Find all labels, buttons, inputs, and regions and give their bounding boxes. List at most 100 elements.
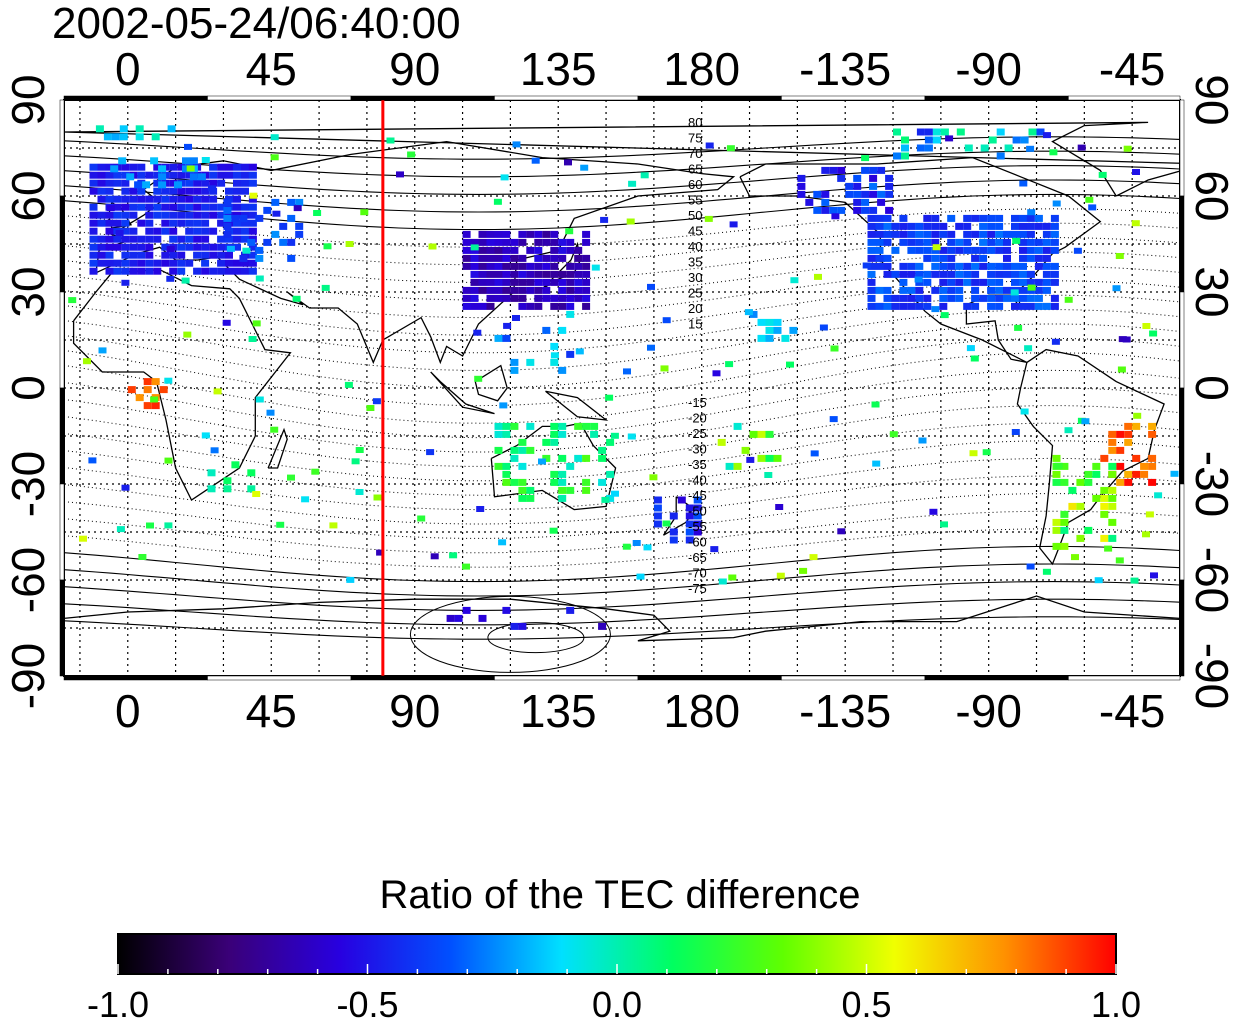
tec-data-pixel: [542, 286, 551, 294]
tec-data-pixel: [582, 478, 591, 486]
tec-data-pixel: [861, 166, 870, 174]
tec-data-pixel: [1094, 577, 1103, 584]
tec-data-pixel: [901, 152, 909, 160]
tec-data-pixel: [1019, 222, 1027, 230]
tec-data-pixel: [510, 622, 519, 630]
tec-data-pixel: [1014, 324, 1023, 331]
tec-data-pixel: [248, 336, 257, 342]
tec-data-pixel: [956, 128, 965, 136]
tec-data-pixel: [883, 238, 892, 246]
tec-data-pixel: [1034, 278, 1043, 286]
tec-data-pixel: [1170, 470, 1179, 477]
tec-data-pixel: [209, 171, 218, 179]
tec-data-pixel: [129, 267, 138, 275]
frame-tick-bar: [1179, 291, 1185, 389]
tec-data-pixel: [1042, 286, 1051, 294]
tec-data-pixel: [510, 286, 519, 294]
tec-data-pixel: [177, 203, 186, 211]
tec-data-pixel: [899, 294, 908, 302]
tec-data-pixel: [653, 504, 662, 512]
tec-data-pixel: [1011, 230, 1019, 238]
tec-data-pixel: [1130, 577, 1139, 584]
tec-data-pixel: [814, 273, 822, 280]
tec-data-pixel: [1012, 237, 1021, 244]
tec-data-pixel: [105, 267, 114, 275]
x-tick-bottom: 135: [519, 685, 597, 737]
tec-data-pixel: [105, 211, 114, 219]
tec-data-pixel: [580, 164, 589, 171]
contour-label: -50: [688, 504, 707, 519]
tec-data-pixel: [799, 567, 808, 574]
tec-data-pixel: [217, 251, 226, 259]
tec-data-pixel: [1104, 545, 1113, 552]
tec-data-pixel: [121, 179, 130, 187]
tec-data-pixel: [1133, 412, 1142, 419]
tec-data-pixel: [979, 254, 988, 262]
contour-label: -60: [688, 535, 707, 550]
tec-data-pixel: [174, 181, 182, 189]
frame-tick-bar: [207, 95, 352, 101]
tec-data-pixel: [899, 230, 908, 238]
tec-data-pixel: [582, 230, 591, 238]
frame-tick-bar: [494, 95, 639, 101]
tec-data-pixel: [550, 278, 559, 286]
tec-data-pixel: [574, 246, 583, 254]
tec-data-pixel: [137, 163, 146, 171]
tec-data-pixel: [582, 454, 591, 462]
tec-data-pixel: [121, 259, 130, 267]
tec-data-pixel: [97, 195, 106, 203]
tec-data-pixel: [534, 278, 543, 286]
tec-data-pixel: [566, 486, 575, 494]
tec-data-pixel: [217, 211, 226, 219]
tec-data-pixel: [97, 187, 106, 195]
tec-data-pixel: [1076, 534, 1085, 542]
tec-data-pixel: [494, 270, 503, 278]
tec-data-pixel: [462, 563, 470, 570]
tec-data-pixel: [373, 494, 382, 501]
tec-data-pixel: [582, 254, 591, 262]
coastline: [545, 390, 609, 421]
tec-data-pixel: [955, 222, 964, 230]
tec-data-pixel: [915, 286, 924, 294]
tec-data-pixel: [809, 554, 818, 561]
tec-data-pixel: [574, 278, 583, 286]
tec-data-pixel: [566, 606, 575, 614]
tec-data-pixel: [161, 219, 170, 227]
tec-data-pixel: [526, 446, 535, 454]
tec-data-pixel: [153, 179, 162, 187]
tec-data-pixel: [473, 329, 482, 336]
tec-data-pixel: [875, 302, 884, 310]
tec-data-pixel: [248, 171, 257, 179]
tec-data-pixel: [669, 528, 678, 536]
tec-data-pixel: [693, 496, 702, 504]
tec-data-pixel: [97, 243, 106, 251]
tec-data-pixel: [95, 125, 104, 133]
tec-data-pixel: [510, 366, 519, 374]
tec-data-pixel: [764, 472, 773, 478]
tec-data-pixel: [939, 254, 948, 262]
tec-data-pixel: [915, 222, 924, 230]
tec-data-pixel: [252, 491, 261, 497]
tec-data-pixel: [995, 302, 1004, 310]
tec-data-pixel: [201, 211, 210, 219]
tec-data-pixel: [478, 286, 487, 294]
tec-data-pixel: [1019, 214, 1027, 222]
tec-data-pixel: [225, 171, 233, 179]
contour-label: 55: [688, 193, 702, 208]
tec-data-pixel: [632, 540, 641, 546]
tec-data-pixel: [1050, 214, 1059, 222]
tec-data-pixel: [907, 230, 916, 238]
tec-data-pixel: [963, 222, 972, 230]
tec-data-pixel: [217, 235, 226, 243]
tec-data-pixel: [193, 179, 202, 187]
tec-data-pixel: [558, 246, 567, 254]
tec-data-pixel: [121, 163, 130, 171]
tec-data-pixel: [248, 219, 257, 227]
tec-data-pixel: [1108, 462, 1117, 470]
tec-data-pixel: [875, 246, 884, 254]
frame-tick-bar: [59, 483, 65, 581]
tec-data-pixel: [1108, 446, 1117, 454]
tec-data-pixel: [1050, 294, 1059, 302]
tec-data-pixel: [1108, 430, 1117, 438]
